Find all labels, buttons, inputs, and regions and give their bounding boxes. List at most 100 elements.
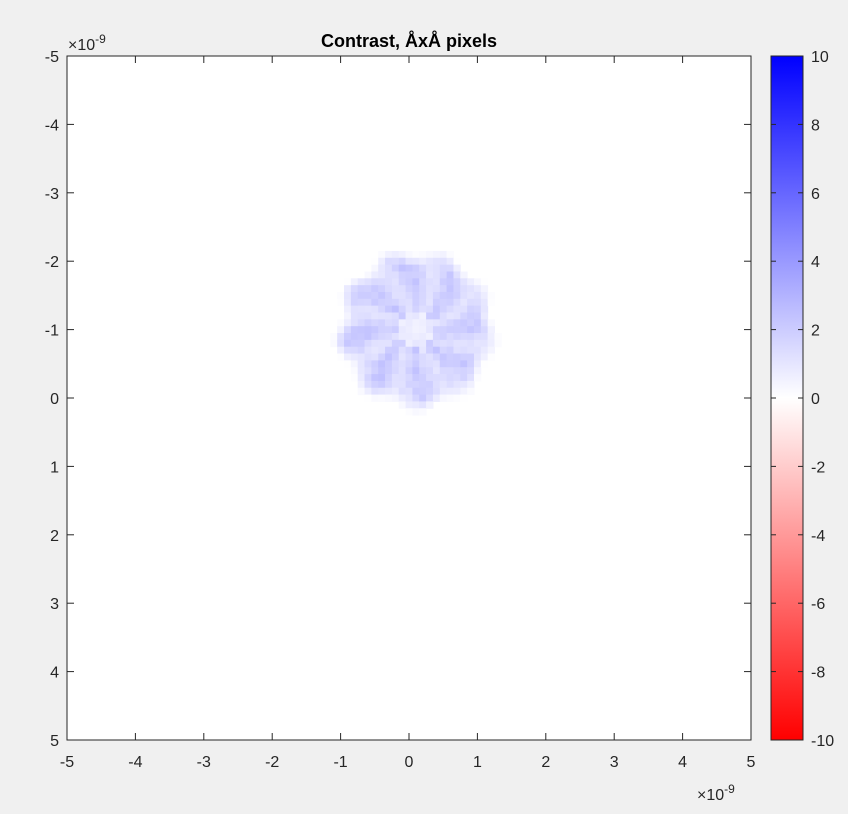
heatmap-cell — [446, 380, 454, 389]
y-tick-label: -4 — [45, 117, 59, 134]
heatmap-cell — [432, 353, 441, 361]
heatmap-cell — [439, 360, 448, 368]
heatmap-cell — [357, 333, 366, 341]
heatmap-cell — [398, 380, 407, 389]
heatmap-cell — [412, 326, 420, 334]
heatmap-cell — [378, 298, 386, 307]
heatmap-cell — [350, 319, 359, 327]
heatmap-cell — [487, 353, 495, 361]
heatmap-cell — [446, 312, 454, 320]
heatmap-cell — [453, 367, 461, 375]
heatmap-cell — [385, 339, 393, 348]
heatmap-cell — [439, 264, 448, 272]
heatmap-cell — [419, 374, 427, 382]
heatmap-cell — [453, 285, 461, 293]
heatmap-cell — [494, 339, 502, 348]
heatmap-cell — [391, 271, 400, 279]
heatmap-cell — [364, 326, 372, 334]
heatmap-cell — [460, 394, 468, 402]
x-tick-label: 2 — [541, 754, 550, 771]
colorbar-tick-label: 6 — [811, 186, 820, 203]
heatmap-cell — [467, 285, 475, 293]
heatmap-cell — [412, 339, 420, 348]
heatmap-cell — [398, 387, 407, 396]
heatmap-cell — [378, 380, 386, 389]
heatmap-cell — [432, 360, 441, 368]
x-tick-label: -4 — [128, 754, 142, 771]
heatmap-cell — [419, 291, 427, 300]
heatmap-cell — [473, 367, 482, 375]
colorbar-tick-label: -10 — [811, 733, 834, 750]
heatmap-cell — [391, 360, 400, 368]
heatmap-cell — [439, 353, 448, 361]
heatmap-cell — [467, 333, 475, 341]
heatmap-cell — [480, 319, 489, 327]
heatmap-cell — [405, 291, 413, 300]
colorbar-gradient — [770, 55, 804, 741]
heatmap-cell — [391, 278, 400, 286]
heatmap-cell — [385, 326, 393, 334]
heatmap-cell — [357, 278, 366, 286]
heatmap-cell — [371, 305, 379, 313]
heatmap-cell — [439, 312, 448, 320]
heatmap-cell — [398, 285, 407, 293]
x-axis-ticks: -5 -4 -3 -2 -1 0 1 2 3 4 5 — [60, 56, 756, 771]
heatmap-cell — [398, 291, 407, 300]
heatmap-cell — [385, 305, 393, 313]
heatmap-cell — [378, 312, 386, 320]
heatmap-cell — [385, 380, 393, 389]
heatmap-cell — [432, 339, 441, 348]
heatmap-cell — [432, 374, 441, 382]
heatmap-cell — [412, 360, 420, 368]
heatmap-cell — [378, 360, 386, 368]
heatmap-cell — [378, 394, 386, 402]
heatmap-cell — [460, 339, 468, 348]
heatmap-cell — [371, 291, 379, 300]
heatmap-cell — [364, 339, 372, 348]
heatmap-cell — [446, 353, 454, 361]
heatmap-cell — [371, 360, 379, 368]
heatmap-cell — [419, 326, 427, 334]
heatmap-cell — [419, 257, 427, 266]
heatmap-cell — [487, 326, 495, 334]
heatmap-cell — [467, 305, 475, 313]
heatmap-cell — [364, 278, 372, 286]
heatmap-cell — [364, 394, 372, 402]
heatmap-cell — [467, 339, 475, 348]
heatmap-cell — [391, 367, 400, 375]
heatmap-cell — [467, 278, 475, 286]
y-tick-label: 1 — [50, 459, 59, 476]
heatmap-cell — [439, 339, 448, 348]
colorbar-tick-label: 10 — [811, 49, 829, 66]
heatmap-cell — [426, 360, 434, 368]
heatmap-cell — [398, 298, 407, 307]
heatmap-cell — [453, 394, 461, 402]
heatmap-cell — [432, 271, 441, 279]
heatmap-cell — [398, 394, 407, 402]
heatmap-cell — [453, 374, 461, 382]
y-tick-label: 0 — [50, 391, 59, 408]
heatmap-cell — [426, 401, 434, 409]
heatmap-cell — [350, 298, 359, 307]
heatmap-cell — [371, 285, 379, 293]
heatmap-cell — [357, 360, 366, 368]
heatmap-cell — [364, 298, 372, 307]
heatmap-cell — [357, 319, 366, 327]
heatmap-cell — [344, 346, 352, 355]
heatmap-cell — [378, 291, 386, 300]
heatmap-cell — [412, 374, 420, 382]
heatmap-cell — [439, 291, 448, 300]
heatmap-cell — [350, 374, 359, 382]
heatmap-cell — [398, 360, 407, 368]
heatmap-cell — [419, 250, 427, 259]
heatmap-cell — [419, 380, 427, 389]
heatmap-cell — [405, 271, 413, 279]
heatmap-cell — [405, 380, 413, 389]
heatmap-cell — [480, 339, 489, 348]
heatmap-cell — [357, 387, 366, 396]
heatmap-cell — [405, 312, 413, 320]
heatmap-cell — [391, 346, 400, 355]
heatmap-cell — [453, 326, 461, 334]
heatmap-cell — [467, 319, 475, 327]
heatmap-cell — [439, 374, 448, 382]
